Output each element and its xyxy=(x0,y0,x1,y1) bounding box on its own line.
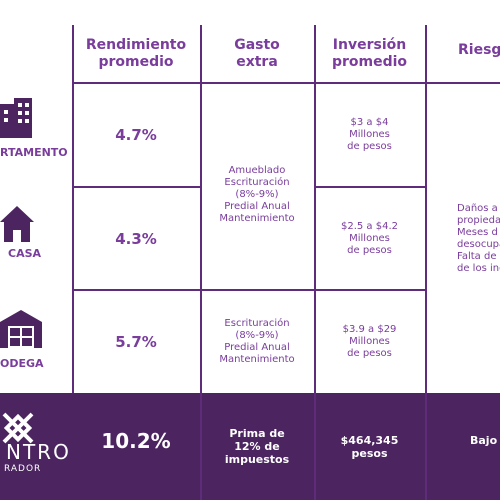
value-text: de pesos xyxy=(347,141,392,152)
row-label: ODEGA xyxy=(0,357,44,370)
value-text: $3 a $4 xyxy=(350,117,389,128)
footer-text: impuestos xyxy=(224,453,290,466)
grid-line xyxy=(72,289,425,291)
footer-text: Prima de xyxy=(229,427,285,440)
footer-text: pesos xyxy=(351,446,388,460)
header-text: promedio xyxy=(98,53,174,70)
value-text: Predial Anual xyxy=(224,201,290,212)
building-icon xyxy=(0,98,32,138)
brand: NTRO RADOR xyxy=(0,440,71,474)
value-text: 4.7% xyxy=(115,126,157,144)
value-text: Mantenimiento xyxy=(219,354,295,365)
footer-text: $464,345 xyxy=(340,433,399,447)
value-text: Millones xyxy=(349,232,390,244)
house-icon xyxy=(0,206,34,242)
header-text: Inversión xyxy=(332,36,407,53)
grid-line xyxy=(425,25,427,500)
value-text: propieda xyxy=(457,214,500,226)
value-text: de pesos xyxy=(347,244,392,256)
grid-line xyxy=(314,25,316,500)
footer-text: 10.2% xyxy=(101,428,171,453)
rendimiento-cell: 4.3% xyxy=(72,188,200,289)
value-text: de pesos xyxy=(347,348,392,359)
column-header: Riesgo xyxy=(425,25,500,82)
value-text: Amueblado xyxy=(228,165,286,176)
rendimiento-cell: 4.7% xyxy=(72,84,200,186)
row-label: CASA xyxy=(8,247,42,260)
value-text: Falta de pa xyxy=(457,250,500,262)
inversion-cell: $3.9 a $29 Millones de pesos xyxy=(314,291,425,393)
warehouse-icon xyxy=(0,310,42,348)
value-text: Meses d xyxy=(457,226,498,238)
header-text: Riesgo xyxy=(458,42,500,58)
header-text: extra xyxy=(236,53,278,70)
value-text: de los inqui xyxy=(457,262,500,274)
footer-band xyxy=(0,393,500,500)
footer-cell: Bajo xyxy=(425,393,500,488)
value-text: Escrituración xyxy=(224,177,290,188)
value-text: 5.7% xyxy=(115,333,157,351)
footer-cell: Prima de 12% de impuestos xyxy=(200,393,314,500)
value-text: desocupac xyxy=(457,238,500,250)
value-text: (8%-9%) xyxy=(235,330,279,341)
value-text: Escrituración xyxy=(224,318,290,329)
gasto-cell: Escrituración (8%-9%) Predial Anual Manteni… xyxy=(200,291,314,393)
footer-cell: 10.2% xyxy=(72,393,200,488)
header-text: Rendimiento xyxy=(85,36,187,53)
brand-text: RADOR xyxy=(4,464,42,474)
header-text: Gasto xyxy=(234,36,280,53)
column-header: Rendimiento promedio xyxy=(72,25,200,82)
value-text: $2.5 a $4.2 xyxy=(340,220,399,232)
footer-cell: $464,345 pesos xyxy=(314,393,425,500)
value-text: 4.3% xyxy=(115,229,157,248)
value-text: Mantenimiento xyxy=(219,213,295,224)
gasto-cell: Amueblado Escrituración (8%-9%) Predial Anu… xyxy=(200,120,314,270)
brand-text: NTRO xyxy=(6,440,71,464)
rendimiento-cell: 5.7% xyxy=(72,291,200,393)
footer-text: Bajo xyxy=(470,434,498,447)
value-text: (8%-9%) xyxy=(235,189,279,200)
value-text: Millones xyxy=(349,336,390,347)
grid-line xyxy=(72,82,500,84)
value-text: Daños a xyxy=(457,202,498,214)
inversion-cell: $3 a $4 Millones de pesos xyxy=(314,84,425,186)
grid-line xyxy=(200,25,202,500)
row-label: RTAMENTO xyxy=(0,146,68,159)
grid-line xyxy=(314,186,425,188)
value-text: Millones xyxy=(349,129,390,140)
footer-text: 12% de xyxy=(234,440,280,453)
grid-line xyxy=(72,25,74,393)
header-text: promedio xyxy=(331,53,408,70)
logo-icon xyxy=(2,412,34,444)
grid-line xyxy=(72,186,200,188)
value-text: $3.9 a $29 xyxy=(342,324,397,335)
column-header: Inversión promedio xyxy=(314,25,425,82)
column-header: Gasto extra xyxy=(200,25,314,82)
inversion-cell: $2.5 a $4.2 Millones de pesos xyxy=(314,188,425,289)
value-text: Predial Anual xyxy=(224,342,290,353)
